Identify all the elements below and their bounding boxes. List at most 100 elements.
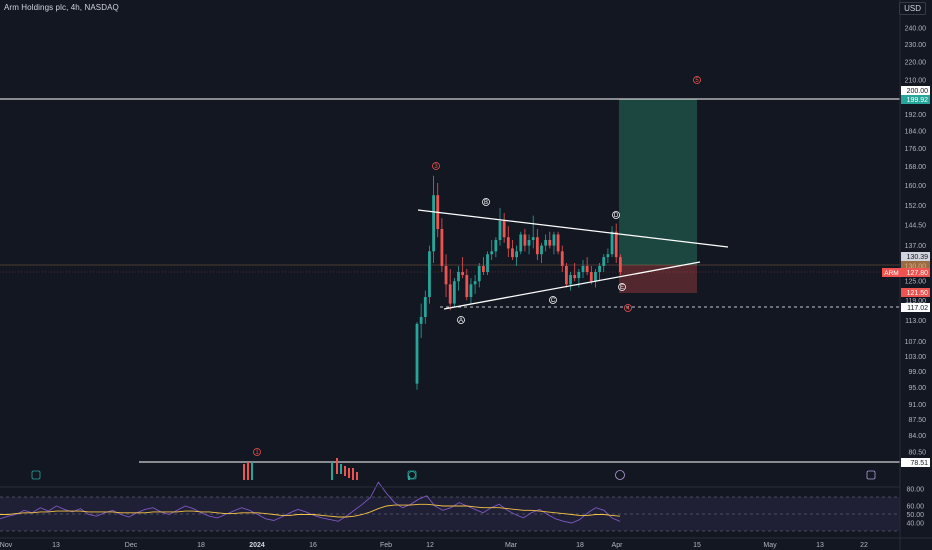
wave-label-c: C xyxy=(549,296,557,304)
dividend-marker-icon xyxy=(408,471,416,479)
price-label-stop: 121.50 xyxy=(901,288,930,297)
time-tick-label: Dec xyxy=(125,542,138,549)
candle-body xyxy=(540,245,543,255)
symbol-badge: ARM xyxy=(882,268,901,277)
time-tick-label: Apr xyxy=(612,542,624,549)
earnings-marker-icon xyxy=(407,470,417,480)
earnings-marker-icon xyxy=(31,470,41,480)
candle-body xyxy=(602,257,606,266)
price-label-last: 127.80 xyxy=(901,268,930,277)
candle-body xyxy=(444,265,448,285)
price-tick-label: 220.00 xyxy=(905,59,927,66)
candle-body xyxy=(452,281,456,304)
time-tick-label: 15 xyxy=(693,542,701,549)
time-tick-label: 18 xyxy=(576,542,584,549)
candle-body xyxy=(511,248,514,258)
candle-body xyxy=(461,271,465,276)
time-tick-label: Feb xyxy=(380,542,392,549)
candle-body xyxy=(490,251,494,255)
chart-title[interactable]: Arm Holdings plc, 4h, NASDAQ xyxy=(4,3,119,12)
profit-zone xyxy=(619,99,697,265)
svg-text:D: D xyxy=(614,213,619,219)
candle-body xyxy=(498,220,502,240)
split-marker-icon xyxy=(615,470,625,480)
price-label-78-51: 78.51 xyxy=(901,458,930,467)
price-tick-label: 137.00 xyxy=(905,243,927,250)
candle-body xyxy=(556,234,560,252)
time-tick-label: May xyxy=(763,542,777,549)
candle-body xyxy=(581,265,585,272)
candle-body xyxy=(535,237,539,255)
time-tick-label: 22 xyxy=(860,542,868,549)
rsi-tick-label: 40.00 xyxy=(906,521,924,528)
price-tick-label: 144.50 xyxy=(905,222,927,229)
wave-label-b: B xyxy=(482,198,490,206)
candle-body xyxy=(519,234,523,252)
triangle-upper-line[interactable] xyxy=(417,209,729,248)
wave-label-d: D xyxy=(612,211,620,219)
candle-body xyxy=(544,239,548,246)
price-tick-label: 80.50 xyxy=(908,450,926,457)
candle-body xyxy=(548,239,552,246)
wave-label-5: 5 xyxy=(693,76,701,84)
candle-body xyxy=(523,234,527,246)
svg-text:127.80: 127.80 xyxy=(907,270,929,277)
price-tick-label: 84.00 xyxy=(908,433,926,440)
price-tick-label: 240.00 xyxy=(905,26,927,33)
time-axis[interactable]: Nov 13 Dec 18 2024 16 Feb 12 Mar 18 Apr 15 May 13 22 xyxy=(0,542,868,549)
candle-body xyxy=(606,254,610,258)
candle-body xyxy=(477,265,481,282)
price-tick-label: 119.00 xyxy=(905,298,926,305)
price-tick-label: 107.00 xyxy=(905,339,927,346)
candle-body xyxy=(440,228,444,266)
price-tick-label: 87.50 xyxy=(908,417,926,424)
candle-body xyxy=(465,275,469,298)
price-tick-label: 176.00 xyxy=(905,146,927,153)
candle-body xyxy=(552,234,556,246)
price-tick-label: 113.00 xyxy=(905,318,926,325)
event-markers[interactable] xyxy=(31,470,876,480)
price-tick-label: 125.00 xyxy=(905,279,927,286)
price-tick-label: 95.00 xyxy=(908,385,926,392)
candle-body xyxy=(457,271,460,282)
rsi-line xyxy=(0,481,621,524)
svg-text:ARM: ARM xyxy=(884,270,898,277)
wave-label-a: A xyxy=(457,316,465,324)
svg-text:200.00: 200.00 xyxy=(907,88,929,95)
svg-text:78.51: 78.51 xyxy=(910,460,928,467)
time-tick-label: 12 xyxy=(426,542,434,549)
price-tick-label: 168.00 xyxy=(905,164,927,171)
candle-body xyxy=(560,251,564,266)
earnings-marker-icon xyxy=(866,470,876,480)
price-tick-label: 91.00 xyxy=(908,402,926,409)
price-label-200: 200.00 xyxy=(901,86,930,95)
candle-body xyxy=(486,254,489,272)
triangle-lower-line[interactable] xyxy=(443,261,701,310)
candle-body xyxy=(589,271,593,282)
price-tick-label: 192.00 xyxy=(905,112,927,119)
early-candles xyxy=(243,458,410,480)
price-tick-label: 230.00 xyxy=(905,42,927,49)
svg-text:199.92: 199.92 xyxy=(907,97,929,104)
candle-body xyxy=(469,284,473,298)
currency-button[interactable]: USD xyxy=(899,2,926,15)
candle-body xyxy=(419,316,423,324)
svg-text:121.50: 121.50 xyxy=(907,290,929,297)
rsi-ma-line xyxy=(0,503,621,518)
candle-body xyxy=(423,297,427,317)
svg-text:3: 3 xyxy=(434,164,438,170)
candle-body xyxy=(598,265,601,272)
candle-body xyxy=(577,271,581,279)
candle-body xyxy=(515,251,518,258)
candle-body xyxy=(473,281,477,285)
candle-body xyxy=(618,257,622,272)
candle-body xyxy=(432,195,435,252)
time-tick-label: 13 xyxy=(52,542,60,549)
candlestick-series xyxy=(415,175,622,390)
candle-body xyxy=(610,231,614,255)
candle-body xyxy=(506,237,510,249)
svg-text:117.02: 117.02 xyxy=(907,305,928,312)
candle-body xyxy=(415,323,419,384)
